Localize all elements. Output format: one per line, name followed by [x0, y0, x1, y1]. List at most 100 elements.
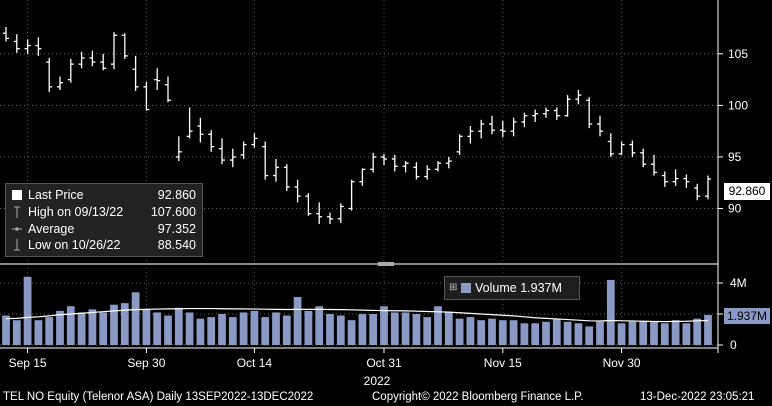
price-bar — [435, 161, 441, 172]
last-price-swatch-icon — [12, 190, 22, 200]
volume-bar — [650, 321, 658, 345]
volume-bar — [617, 323, 626, 345]
volume-bar — [498, 320, 507, 345]
legend-last-price-label: Last Price — [28, 188, 84, 202]
volume-tick-label: 0 — [730, 338, 737, 352]
legend-average-label: Average — [28, 222, 75, 236]
price-bar — [348, 179, 355, 211]
price-bar — [467, 126, 474, 144]
volume-bar — [682, 323, 691, 345]
volume-bar — [196, 318, 205, 345]
volume-bar — [12, 320, 21, 345]
price-bar — [532, 109, 539, 122]
volume-bar — [369, 314, 378, 345]
price-bar — [683, 174, 690, 188]
x-tick-label: Nov 15 — [484, 356, 522, 370]
volume-bar — [542, 321, 550, 345]
legend-high-label: High on 09/13/22 — [28, 205, 124, 219]
legend-low-value: 88.540 — [157, 238, 196, 252]
price-legend: Last Price 92.860 High on 09/13/22 107.6… — [5, 183, 203, 257]
legend-last-price-value: 92.860 — [157, 188, 196, 202]
footer: TEL NO Equity (Telenor ASA) Daily 13SEP2… — [0, 389, 772, 406]
volume-bar — [606, 279, 615, 345]
volume-bar — [218, 314, 226, 345]
year-label: 2022 — [364, 374, 391, 388]
legend-high: High on 09/13/22 107.600 — [12, 204, 196, 220]
price-bar — [89, 50, 96, 67]
volume-bar — [509, 320, 518, 345]
volume-bar — [185, 312, 194, 345]
price-bar — [705, 175, 711, 200]
high-marker-icon — [14, 206, 20, 218]
price-bar — [251, 133, 258, 148]
price-bar — [78, 51, 85, 69]
volume-tick-label: 4M — [730, 276, 747, 290]
average-marker-icon — [12, 227, 22, 231]
volume-bar — [77, 312, 86, 345]
volume-bar — [596, 321, 604, 345]
volume-legend-text: Volume 1.937M — [475, 277, 562, 299]
volume-average-path — [5, 307, 709, 323]
price-tick-label: 95 — [728, 150, 742, 164]
volume-bar — [131, 292, 140, 345]
price-bar — [46, 57, 53, 92]
volume-bar — [45, 317, 54, 345]
volume-legend[interactable]: ⊞ Volume 1.937M — [444, 276, 580, 300]
price-bar — [402, 161, 409, 173]
volume-bar — [520, 323, 529, 345]
price-bar — [111, 32, 117, 70]
volume-bar — [315, 306, 324, 345]
price-bar — [283, 164, 290, 192]
volume-bar — [347, 320, 356, 345]
last-price-tag: 92.860 — [724, 183, 770, 200]
volume-bar — [304, 310, 313, 345]
price-bar — [3, 27, 9, 42]
price-bar — [445, 156, 452, 169]
last-volume-tag: 1.937M — [724, 308, 770, 324]
volume-bar — [704, 314, 712, 345]
price-bar — [456, 134, 463, 155]
price-bar — [24, 39, 31, 54]
volume-bar — [34, 320, 43, 345]
volume-bar — [239, 312, 248, 345]
volume-bar — [423, 317, 432, 345]
volume-bar — [488, 318, 496, 345]
price-bar — [640, 148, 647, 168]
price-bar — [499, 120, 506, 138]
volume-bar — [585, 326, 594, 345]
footer-timestamp: 13-Dec-2022 23:05:21 — [640, 391, 755, 403]
price-bar — [229, 148, 236, 168]
volume-bars — [2, 276, 712, 345]
price-bar — [294, 179, 301, 203]
volume-bar — [455, 318, 464, 345]
volume-bar — [434, 306, 442, 345]
volume-legend-value: 1.937M — [520, 281, 562, 295]
volume-bar — [66, 306, 75, 345]
volume-legend-label: Volume — [475, 281, 517, 295]
expand-icon[interactable]: ⊞ — [449, 282, 458, 293]
legend-last-price: Last Price 92.860 — [12, 187, 196, 203]
price-bar — [629, 140, 636, 157]
price-bar — [672, 169, 679, 186]
price-bar — [154, 68, 161, 90]
price-bar — [651, 154, 657, 176]
price-bar — [219, 138, 225, 165]
volume-swatch-icon — [461, 283, 471, 293]
volume-bar — [563, 321, 572, 345]
price-bar — [273, 159, 279, 182]
volume-bar — [2, 315, 10, 345]
price-bar — [100, 53, 107, 71]
price-bar — [553, 107, 560, 120]
volume-bar — [574, 323, 583, 345]
price-bar — [67, 58, 74, 83]
price-bar — [305, 193, 312, 216]
volume-bar — [412, 314, 421, 345]
volume-bar — [174, 307, 183, 345]
price-bar — [618, 141, 625, 155]
price-bar — [197, 117, 204, 143]
volume-bar — [660, 323, 669, 345]
low-marker-icon — [14, 239, 20, 251]
volume-bar — [466, 317, 475, 345]
volume-bar — [401, 312, 410, 345]
